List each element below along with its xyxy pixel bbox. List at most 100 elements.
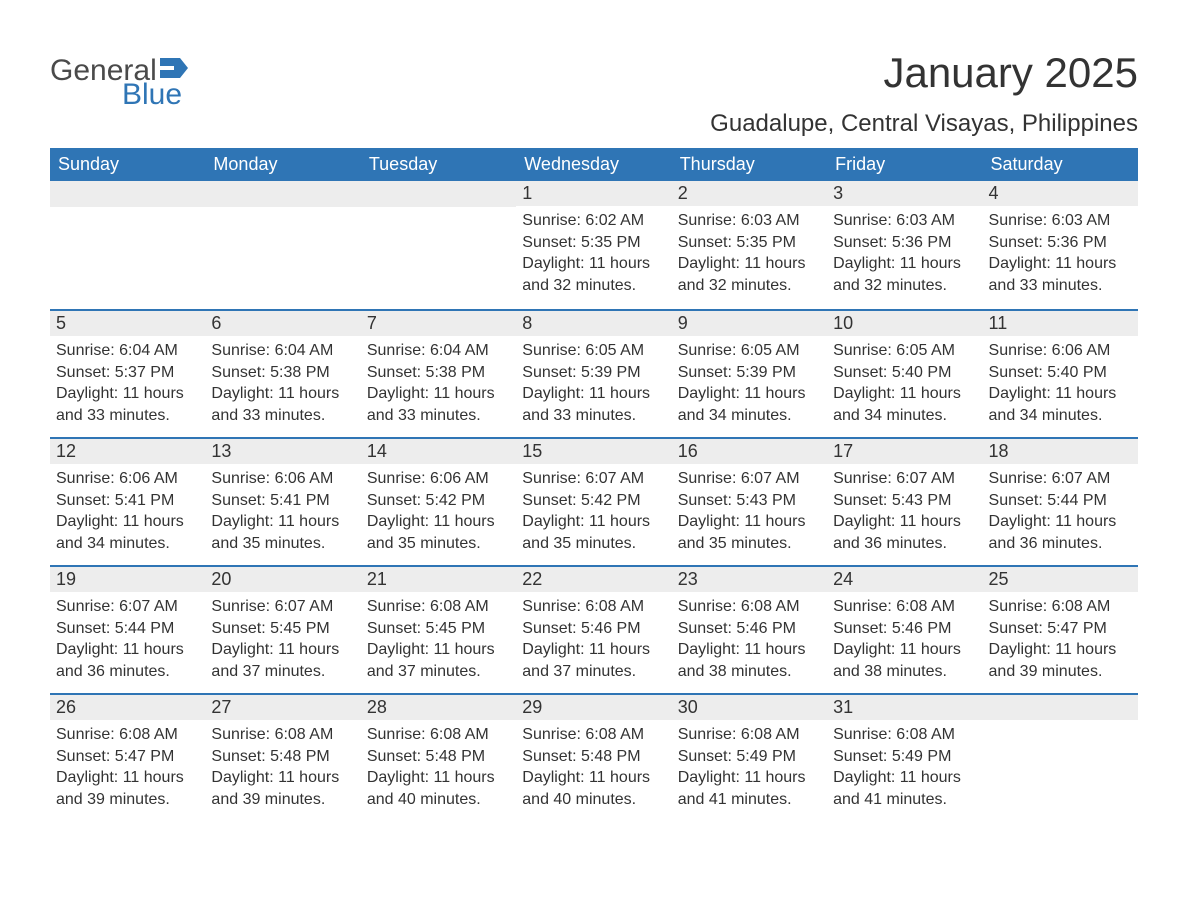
sunset-line: Sunset: 5:44 PM (56, 618, 199, 640)
calendar-cell: 20Sunrise: 6:07 AMSunset: 5:45 PMDayligh… (205, 565, 360, 693)
empty-day-number (361, 181, 516, 207)
daylight-line: Daylight: 11 hours and 33 minutes. (211, 383, 354, 426)
day-number: 30 (672, 693, 827, 720)
day-details: Sunrise: 6:07 AMSunset: 5:43 PMDaylight:… (672, 464, 827, 558)
daylight-line: Daylight: 11 hours and 41 minutes. (678, 767, 821, 810)
calendar-cell: 10Sunrise: 6:05 AMSunset: 5:40 PMDayligh… (827, 309, 982, 437)
day-details: Sunrise: 6:02 AMSunset: 5:35 PMDaylight:… (516, 206, 671, 300)
daylight-line: Daylight: 11 hours and 35 minutes. (678, 511, 821, 554)
location-subtitle: Guadalupe, Central Visayas, Philippines (710, 110, 1138, 138)
daylight-line: Daylight: 11 hours and 41 minutes. (833, 767, 976, 810)
sunset-line: Sunset: 5:46 PM (678, 618, 821, 640)
calendar-cell: 29Sunrise: 6:08 AMSunset: 5:48 PMDayligh… (516, 693, 671, 821)
calendar-cell: 6Sunrise: 6:04 AMSunset: 5:38 PMDaylight… (205, 309, 360, 437)
day-details: Sunrise: 6:06 AMSunset: 5:42 PMDaylight:… (361, 464, 516, 558)
daylight-line: Daylight: 11 hours and 35 minutes. (211, 511, 354, 554)
day-number: 21 (361, 565, 516, 592)
calendar-cell: 13Sunrise: 6:06 AMSunset: 5:41 PMDayligh… (205, 437, 360, 565)
sunset-line: Sunset: 5:38 PM (211, 362, 354, 384)
daylight-line: Daylight: 11 hours and 35 minutes. (367, 511, 510, 554)
calendar-cell: 14Sunrise: 6:06 AMSunset: 5:42 PMDayligh… (361, 437, 516, 565)
calendar-cell: 18Sunrise: 6:07 AMSunset: 5:44 PMDayligh… (983, 437, 1138, 565)
sunset-line: Sunset: 5:36 PM (989, 232, 1132, 254)
day-number: 31 (827, 693, 982, 720)
day-details: Sunrise: 6:06 AMSunset: 5:40 PMDaylight:… (983, 336, 1138, 430)
sunrise-line: Sunrise: 6:07 AM (989, 468, 1132, 490)
day-number: 4 (983, 181, 1138, 206)
calendar-cell: 25Sunrise: 6:08 AMSunset: 5:47 PMDayligh… (983, 565, 1138, 693)
day-number: 5 (50, 309, 205, 336)
day-details: Sunrise: 6:03 AMSunset: 5:36 PMDaylight:… (827, 206, 982, 300)
sunrise-line: Sunrise: 6:05 AM (833, 340, 976, 362)
day-number: 24 (827, 565, 982, 592)
sunset-line: Sunset: 5:48 PM (211, 746, 354, 768)
sunrise-line: Sunrise: 6:07 AM (522, 468, 665, 490)
empty-day-number (983, 693, 1138, 720)
sunrise-line: Sunrise: 6:07 AM (678, 468, 821, 490)
day-number: 28 (361, 693, 516, 720)
day-details: Sunrise: 6:05 AMSunset: 5:39 PMDaylight:… (516, 336, 671, 430)
page-header: General Blue January 2025 Guadalupe, Cen… (50, 50, 1138, 138)
month-title: January 2025 (710, 50, 1138, 96)
sunrise-line: Sunrise: 6:03 AM (833, 210, 976, 232)
day-details: Sunrise: 6:04 AMSunset: 5:38 PMDaylight:… (205, 336, 360, 430)
day-details: Sunrise: 6:08 AMSunset: 5:48 PMDaylight:… (361, 720, 516, 814)
daylight-line: Daylight: 11 hours and 36 minutes. (989, 511, 1132, 554)
day-number: 25 (983, 565, 1138, 592)
sunrise-line: Sunrise: 6:04 AM (367, 340, 510, 362)
sunrise-line: Sunrise: 6:06 AM (211, 468, 354, 490)
day-number: 20 (205, 565, 360, 592)
calendar-cell: 21Sunrise: 6:08 AMSunset: 5:45 PMDayligh… (361, 565, 516, 693)
sunset-line: Sunset: 5:39 PM (678, 362, 821, 384)
daylight-line: Daylight: 11 hours and 37 minutes. (522, 639, 665, 682)
sunset-line: Sunset: 5:46 PM (833, 618, 976, 640)
sunrise-line: Sunrise: 6:04 AM (211, 340, 354, 362)
sunset-line: Sunset: 5:39 PM (522, 362, 665, 384)
sunrise-line: Sunrise: 6:08 AM (522, 596, 665, 618)
calendar-cell: 15Sunrise: 6:07 AMSunset: 5:42 PMDayligh… (516, 437, 671, 565)
daylight-line: Daylight: 11 hours and 33 minutes. (56, 383, 199, 426)
calendar-cell: 28Sunrise: 6:08 AMSunset: 5:48 PMDayligh… (361, 693, 516, 821)
daylight-line: Daylight: 11 hours and 33 minutes. (989, 253, 1132, 296)
daylight-line: Daylight: 11 hours and 32 minutes. (522, 253, 665, 296)
sunrise-line: Sunrise: 6:05 AM (678, 340, 821, 362)
daylight-line: Daylight: 11 hours and 33 minutes. (367, 383, 510, 426)
day-number: 22 (516, 565, 671, 592)
daylight-line: Daylight: 11 hours and 32 minutes. (833, 253, 976, 296)
empty-day-number (50, 181, 205, 207)
sunrise-line: Sunrise: 6:05 AM (522, 340, 665, 362)
calendar-cell (50, 181, 205, 309)
sunrise-line: Sunrise: 6:08 AM (367, 596, 510, 618)
sunset-line: Sunset: 5:44 PM (989, 490, 1132, 512)
sunrise-line: Sunrise: 6:08 AM (678, 596, 821, 618)
sunset-line: Sunset: 5:47 PM (56, 746, 199, 768)
calendar-cell: 2Sunrise: 6:03 AMSunset: 5:35 PMDaylight… (672, 181, 827, 309)
sunset-line: Sunset: 5:36 PM (833, 232, 976, 254)
day-details: Sunrise: 6:07 AMSunset: 5:42 PMDaylight:… (516, 464, 671, 558)
day-number: 12 (50, 437, 205, 464)
day-details: Sunrise: 6:07 AMSunset: 5:43 PMDaylight:… (827, 464, 982, 558)
day-number: 3 (827, 181, 982, 206)
calendar-header-row: SundayMondayTuesdayWednesdayThursdayFrid… (50, 148, 1138, 181)
day-number: 19 (50, 565, 205, 592)
sunrise-line: Sunrise: 6:08 AM (989, 596, 1132, 618)
calendar-cell: 27Sunrise: 6:08 AMSunset: 5:48 PMDayligh… (205, 693, 360, 821)
logo: General Blue (50, 50, 188, 110)
logo-text-blue: Blue (122, 80, 188, 110)
day-number: 27 (205, 693, 360, 720)
sunrise-line: Sunrise: 6:08 AM (833, 596, 976, 618)
weekday-header: Saturday (983, 148, 1138, 181)
day-number: 15 (516, 437, 671, 464)
calendar-cell: 4Sunrise: 6:03 AMSunset: 5:36 PMDaylight… (983, 181, 1138, 309)
daylight-line: Daylight: 11 hours and 36 minutes. (833, 511, 976, 554)
day-number: 10 (827, 309, 982, 336)
weekday-header: Thursday (672, 148, 827, 181)
sunset-line: Sunset: 5:35 PM (522, 232, 665, 254)
day-details: Sunrise: 6:08 AMSunset: 5:49 PMDaylight:… (827, 720, 982, 814)
day-details: Sunrise: 6:08 AMSunset: 5:46 PMDaylight:… (516, 592, 671, 686)
day-number: 7 (361, 309, 516, 336)
day-details: Sunrise: 6:05 AMSunset: 5:40 PMDaylight:… (827, 336, 982, 430)
calendar-cell: 9Sunrise: 6:05 AMSunset: 5:39 PMDaylight… (672, 309, 827, 437)
calendar-cell: 23Sunrise: 6:08 AMSunset: 5:46 PMDayligh… (672, 565, 827, 693)
sunset-line: Sunset: 5:43 PM (833, 490, 976, 512)
